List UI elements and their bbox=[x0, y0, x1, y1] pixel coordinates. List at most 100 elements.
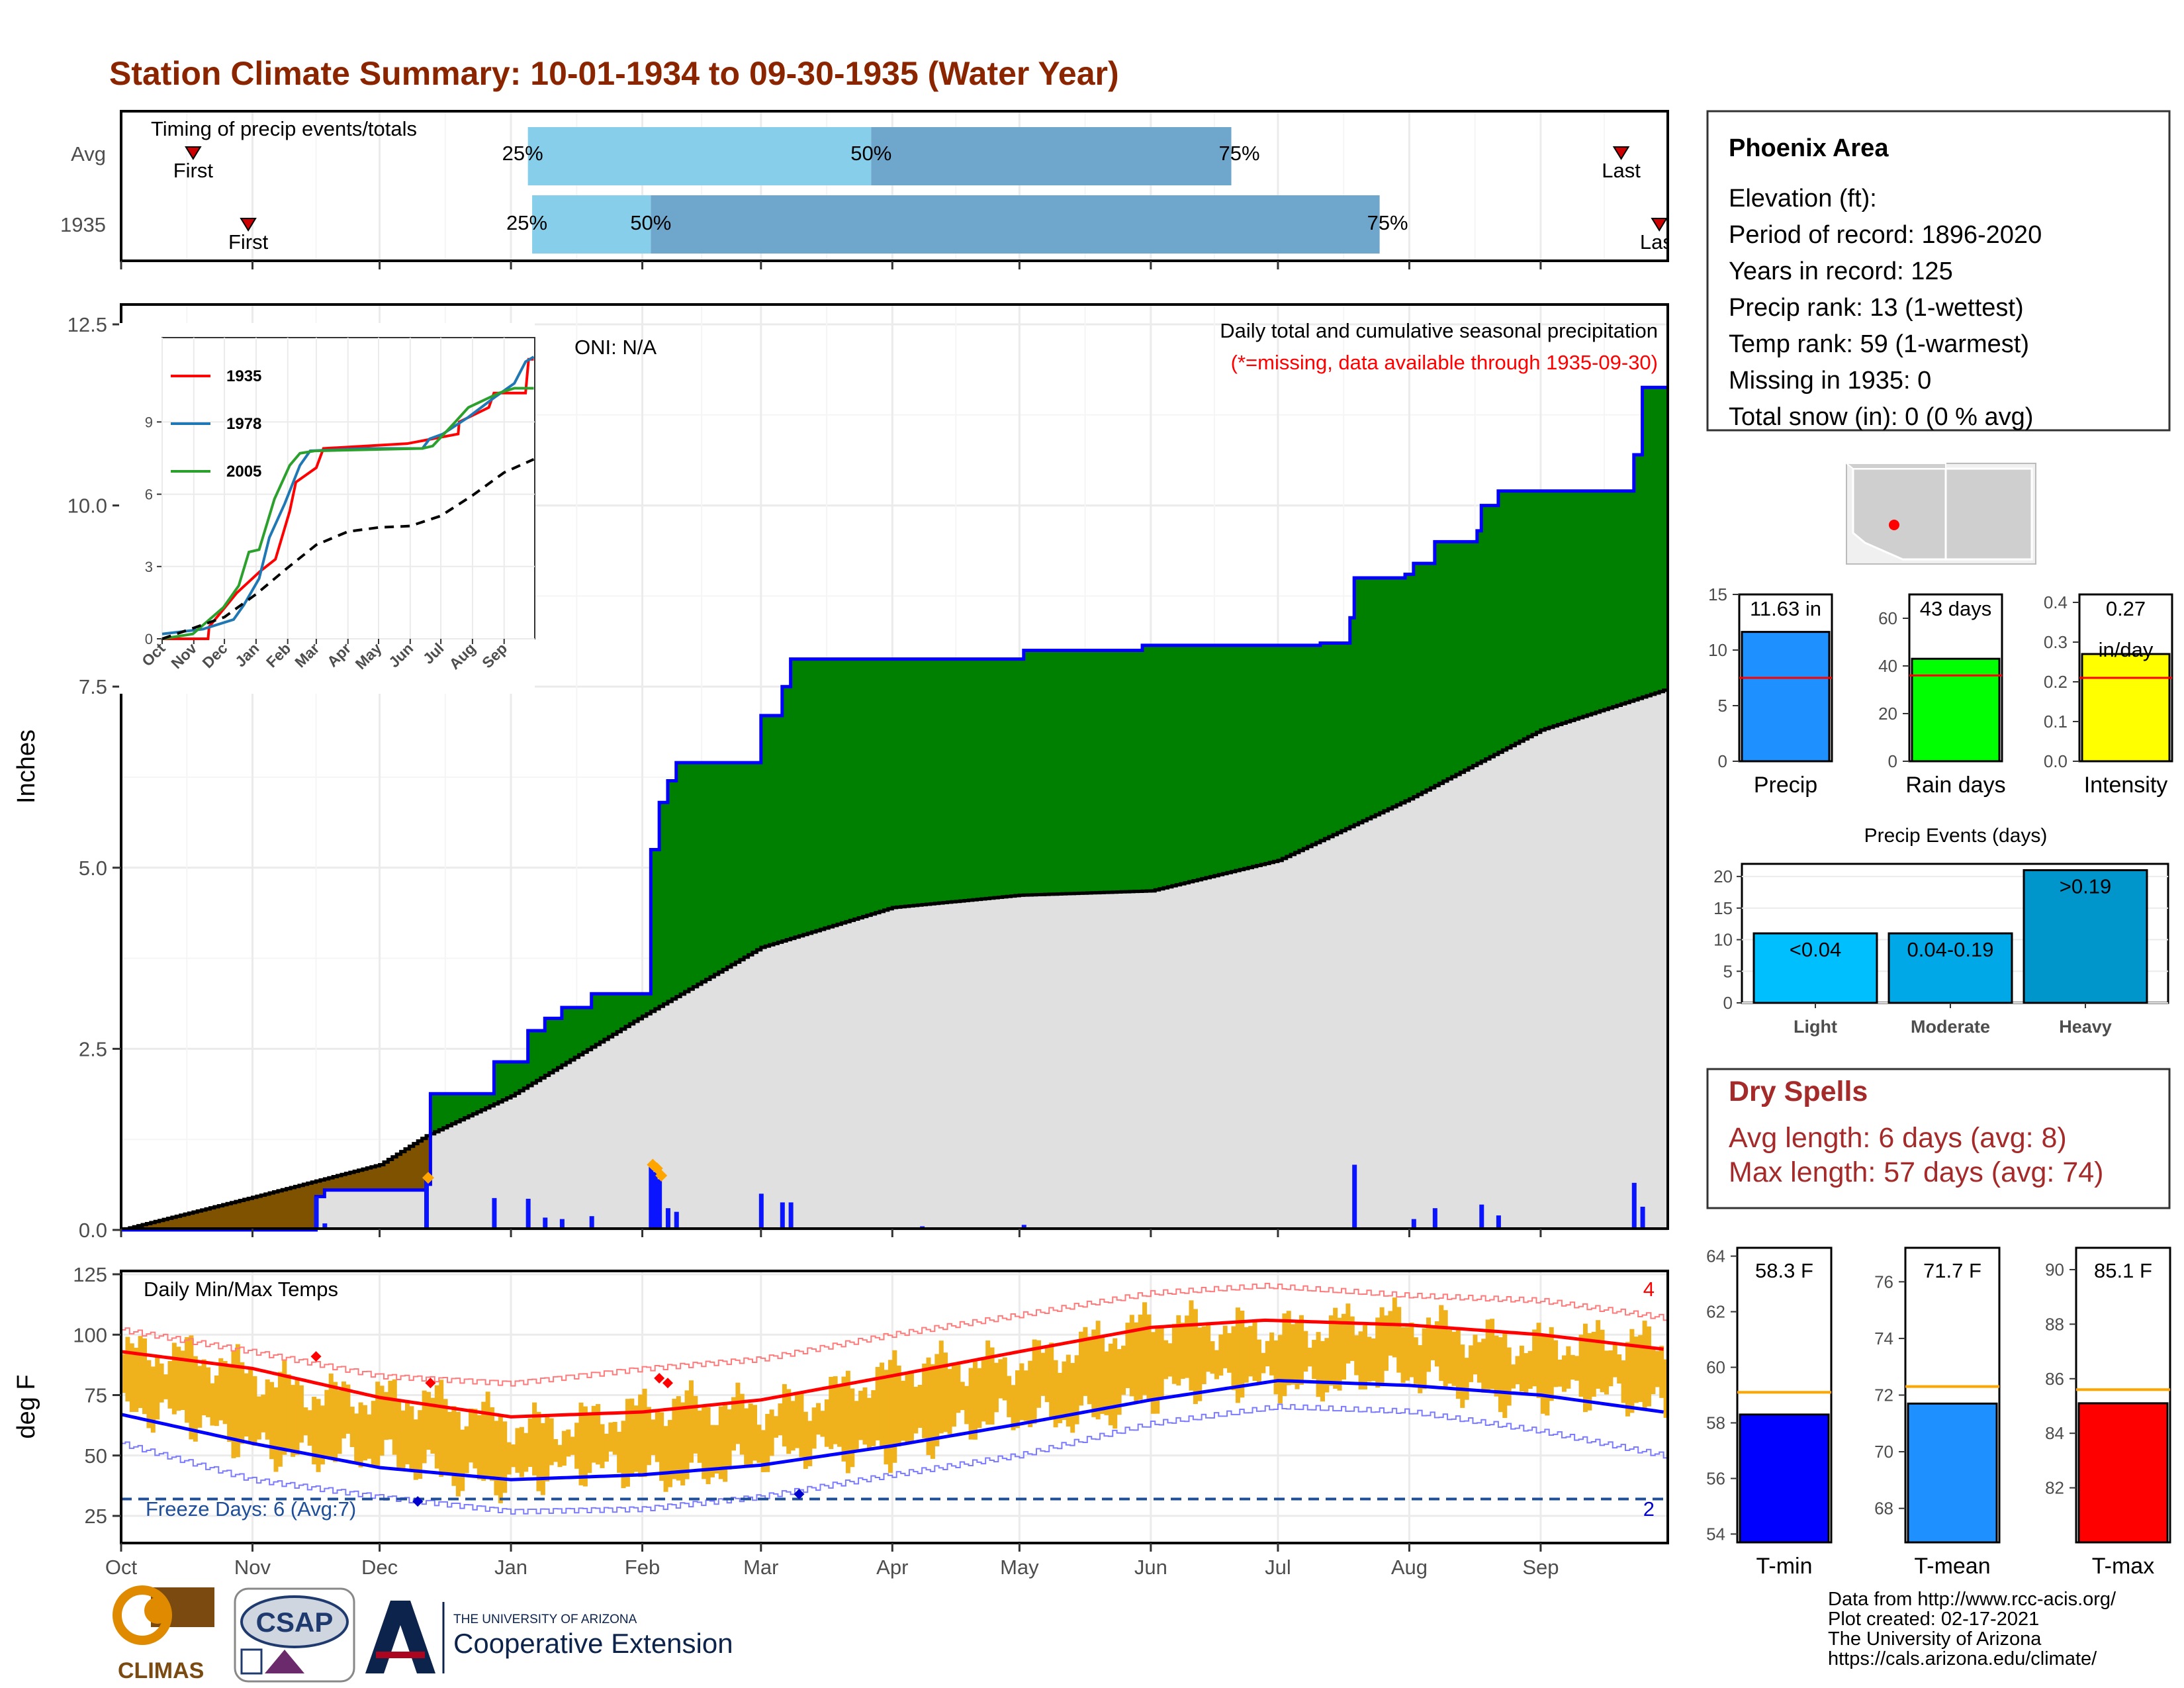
daily-temp-bar bbox=[371, 1401, 376, 1466]
rain-days-y-tick-label: 60 bbox=[1878, 608, 1897, 628]
average-min-line bbox=[120, 1379, 1664, 1481]
daily-temp-bar bbox=[1171, 1323, 1177, 1384]
rain-days-y-tick-label: 20 bbox=[1878, 704, 1897, 724]
t-mean-y-tick-label: 76 bbox=[1874, 1272, 1893, 1291]
daily-temp-bar bbox=[1396, 1307, 1402, 1373]
daily-temp-bar bbox=[1646, 1326, 1651, 1407]
events-category-label: Heavy bbox=[2059, 1017, 2112, 1037]
daily-temp-bar bbox=[320, 1405, 325, 1465]
temp-x-ticks: Oct Nov Dec Jan Feb Mar Apr May Jun Jul Aug Sep bbox=[105, 1543, 1559, 1579]
daily-temp-bar bbox=[735, 1382, 741, 1444]
daily-temp-bar bbox=[718, 1406, 723, 1479]
daily-temp-bar bbox=[587, 1415, 592, 1474]
daily-temp-bar bbox=[138, 1336, 143, 1409]
t-mean-value-label: 71.7 F bbox=[1923, 1259, 1981, 1282]
daily-temp-bar bbox=[854, 1401, 859, 1450]
precip-y-tick-label: 2.5 bbox=[79, 1037, 107, 1060]
csap-mountain-icon bbox=[265, 1650, 304, 1673]
daily-temp-bar bbox=[227, 1365, 232, 1442]
record-max-line bbox=[121, 1282, 1668, 1387]
daily-temp-bar bbox=[1049, 1342, 1054, 1419]
summary-bar-charts: 0 5 10 15 11.63 in Precip 0 20 40 60 43 days Rain d… bbox=[1708, 585, 2173, 798]
precip-y-label: Inches bbox=[13, 729, 40, 804]
daily-temp-bar bbox=[345, 1384, 351, 1434]
daily-temp-bar bbox=[1129, 1315, 1134, 1397]
daily-temp-bar bbox=[362, 1405, 367, 1461]
daily-temp-bar bbox=[1113, 1338, 1118, 1429]
daily-temp-bar bbox=[201, 1359, 206, 1416]
climas-logo-text: CLIMAS bbox=[118, 1658, 204, 1683]
daily-temp-bar bbox=[998, 1359, 1003, 1399]
daily-temp-bar bbox=[1227, 1333, 1232, 1373]
daily-temp-bar bbox=[481, 1401, 486, 1481]
daily-temp-bar bbox=[968, 1368, 974, 1440]
daily-temp-bar bbox=[171, 1342, 177, 1415]
precip-y-tick-label: 5 bbox=[1718, 696, 1727, 716]
daily-temp-bar bbox=[892, 1350, 897, 1463]
daily-temp-bar bbox=[905, 1374, 910, 1445]
daily-temp-bar bbox=[1629, 1329, 1635, 1413]
daily-temp-bar bbox=[841, 1376, 846, 1462]
csap-logo: CSAP bbox=[234, 1587, 355, 1683]
temperature-summary-bars: 54 56 58 60 62 64 58.3 F T-min 68 70 72 74 76 71.7 F T… bbox=[1706, 1246, 2171, 1579]
daily-temp-bar bbox=[1473, 1335, 1478, 1375]
events-bar-label: <0.04 bbox=[1790, 938, 1841, 961]
daily-temp-bar bbox=[1490, 1319, 1495, 1389]
daily-temp-bar bbox=[490, 1407, 495, 1481]
daily-temp-bar bbox=[1367, 1336, 1372, 1382]
daily-temp-bar bbox=[596, 1404, 601, 1465]
daily-temp-bar bbox=[739, 1393, 745, 1455]
daily-temp-bar bbox=[469, 1408, 474, 1463]
intensity-y-tick-label: 0.1 bbox=[2044, 712, 2068, 731]
daily-temp-bar bbox=[240, 1362, 245, 1444]
daily-temp-bar bbox=[1244, 1327, 1249, 1383]
daily-temp-bar bbox=[570, 1436, 575, 1455]
daily-temp-bar bbox=[884, 1370, 889, 1465]
t-min-y-tick-label: 58 bbox=[1706, 1413, 1725, 1432]
csap-cloud-icon bbox=[240, 1595, 349, 1648]
daily-temp-bar bbox=[702, 1405, 707, 1479]
daily-temp-bar bbox=[1371, 1338, 1376, 1382]
daily-temp-bar bbox=[354, 1413, 359, 1464]
daily-temp-bar bbox=[540, 1423, 545, 1495]
daily-temp-bar bbox=[1574, 1356, 1580, 1381]
daily-precip-bar bbox=[543, 1217, 548, 1230]
daily-temp-bar bbox=[1108, 1343, 1113, 1426]
footer-credits: Data from http://www.rcc-acis.org/ Plot … bbox=[1828, 1589, 2116, 1669]
t-mean-y-tick-label: 72 bbox=[1874, 1385, 1893, 1405]
daily-temp-bar bbox=[553, 1439, 559, 1462]
daily-temp-bar bbox=[684, 1390, 690, 1479]
daily-temp-bar bbox=[536, 1411, 541, 1491]
daily-temp-bar bbox=[1439, 1305, 1444, 1382]
daily-temp-bar bbox=[1515, 1356, 1520, 1385]
daily-temp-bar bbox=[837, 1385, 842, 1447]
timing-row-label-avg: Avg bbox=[71, 142, 106, 165]
daily-temp-bar bbox=[1413, 1337, 1418, 1384]
footer-line: The University of Arizona bbox=[1828, 1628, 2042, 1650]
daily-temp-bar bbox=[1150, 1332, 1156, 1414]
daily-temp-bar bbox=[655, 1411, 660, 1462]
daily-temp-bar bbox=[723, 1403, 728, 1482]
daily-temp-bar bbox=[1320, 1340, 1325, 1402]
daily-temp-bar bbox=[901, 1380, 906, 1441]
daily-temp-bar bbox=[1210, 1341, 1215, 1374]
daily-temp-bar bbox=[744, 1408, 749, 1467]
daily-temp-bar bbox=[392, 1379, 397, 1455]
daily-temp-bar bbox=[498, 1416, 503, 1503]
temp-y-tick-label: 125 bbox=[73, 1263, 107, 1286]
map-state-new-mexico bbox=[1944, 467, 2033, 561]
map-state-north bbox=[1844, 463, 1946, 469]
temp-content bbox=[120, 1282, 1668, 1515]
daily-temp-bar bbox=[672, 1399, 677, 1479]
events-bar-label: >0.19 bbox=[2060, 875, 2111, 898]
daily-temp-bar bbox=[400, 1410, 406, 1468]
daily-temp-bar bbox=[494, 1421, 499, 1495]
daily-temp-bar bbox=[922, 1363, 927, 1438]
daily-temp-bar bbox=[1231, 1326, 1236, 1391]
daily-temp-bar bbox=[1617, 1354, 1622, 1384]
daily-temp-bar bbox=[972, 1361, 978, 1440]
footer-line: https://cals.arizona.edu/climate/ bbox=[1828, 1648, 2097, 1669]
daily-temp-bar bbox=[1638, 1335, 1643, 1402]
daily-temp-bar bbox=[439, 1380, 444, 1477]
